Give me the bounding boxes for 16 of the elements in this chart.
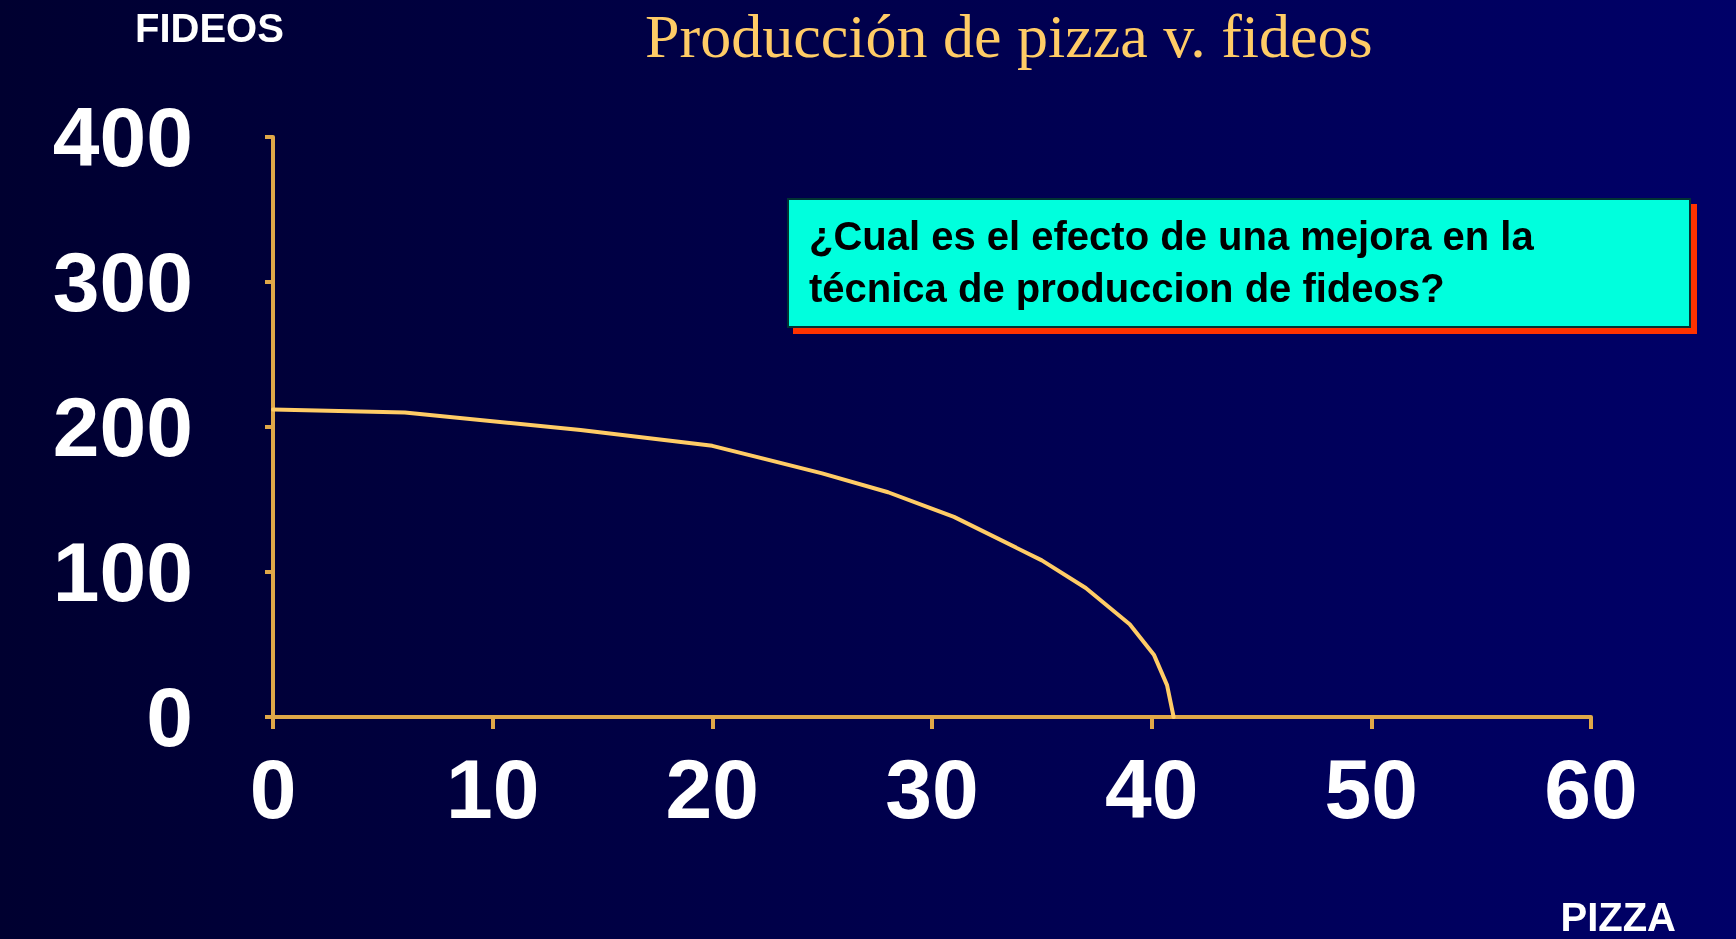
y-tick-label: 400 (52, 90, 193, 184)
chart-title: Producción de pizza v. fideos (645, 2, 1373, 70)
x-tick-label: 60 (1544, 742, 1638, 836)
x-tick-label: 30 (885, 742, 979, 836)
y-tick-label: 300 (52, 235, 193, 329)
y-tick-label: 0 (146, 670, 193, 764)
x-tick-label: 0 (249, 742, 297, 836)
x-tick-label: 20 (665, 742, 760, 836)
line-series (271, 407, 1176, 719)
y-tick-label: 200 (52, 380, 193, 474)
x-tick-label: 10 (445, 742, 540, 836)
x-tick-label: 50 (1324, 742, 1419, 836)
x-axis-title: PIZZA (1560, 895, 1676, 939)
y-axis-title: FIDEOS (135, 6, 284, 50)
y-tick-label: 100 (52, 525, 193, 619)
x-tick-label: 40 (1104, 742, 1199, 836)
